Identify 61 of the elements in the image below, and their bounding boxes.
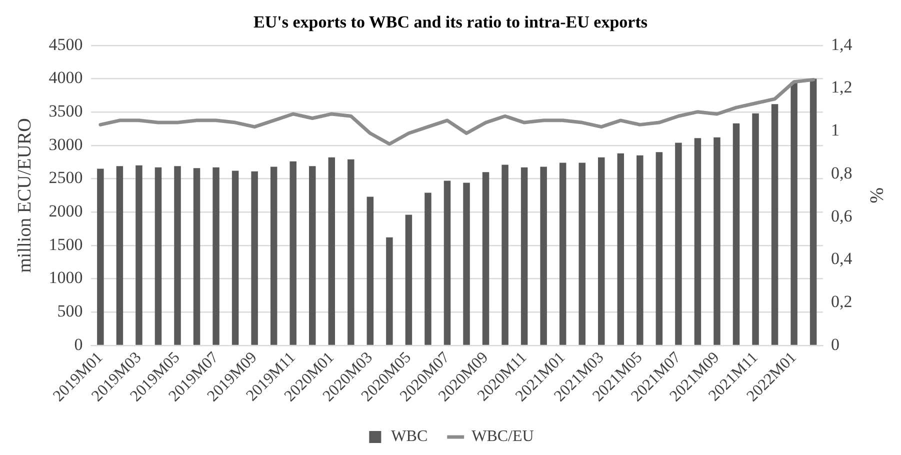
- bar: [598, 157, 605, 345]
- bar: [752, 113, 759, 345]
- bar: [154, 167, 162, 345]
- bar: [520, 167, 528, 345]
- bar: [675, 142, 682, 345]
- bar: [193, 168, 200, 345]
- bar: [463, 182, 470, 345]
- bar: [810, 78, 817, 345]
- bar: [212, 167, 220, 345]
- y2-tick-label: 1,2: [830, 78, 852, 97]
- bar: [424, 192, 432, 345]
- y-tick-label: 0: [74, 334, 83, 354]
- bar: [578, 162, 586, 345]
- bar: [232, 170, 239, 345]
- bar: [251, 171, 258, 345]
- y2-tick-label: 0: [830, 334, 840, 354]
- y-tick-label: 3500: [48, 102, 83, 121]
- bar: [502, 164, 508, 345]
- bar: [540, 166, 547, 345]
- y2-tick-label: 1: [830, 120, 840, 140]
- bar: [444, 180, 451, 345]
- y-tick-label: 2000: [48, 202, 83, 221]
- y-tick-label: 4500: [48, 34, 83, 54]
- bar: [559, 162, 566, 345]
- bar: [714, 137, 720, 345]
- y-tick-label: 4000: [48, 68, 83, 88]
- bar: [309, 166, 316, 345]
- bar: [366, 196, 374, 345]
- bar: [771, 104, 778, 345]
- bar: [405, 214, 412, 345]
- y2-tick-label: 0,2: [830, 292, 852, 312]
- y2-tick-label: 0,4: [830, 249, 853, 268]
- y2-tick-label: 0,6: [830, 206, 852, 226]
- bar: [97, 168, 104, 345]
- y-tick-label: 3000: [48, 134, 83, 154]
- y-tick-label: 1000: [48, 268, 83, 288]
- bar: [694, 138, 702, 345]
- chart-title: EU's exports to WBC and its ratio to intra-EU exports: [254, 12, 648, 32]
- y2-tick-label: 0,8: [830, 163, 852, 182]
- legend-label: WBC/EU: [472, 428, 534, 446]
- bar: [732, 123, 740, 345]
- bar: [136, 165, 142, 345]
- bar: [386, 237, 393, 345]
- bar: [328, 157, 336, 345]
- y-tick-label: 2500: [48, 168, 83, 188]
- y2-tick-label: 1,4: [830, 34, 853, 54]
- bar: [636, 155, 644, 345]
- bar: [348, 159, 354, 345]
- bar: [790, 82, 798, 345]
- bar: [617, 153, 624, 345]
- y-axis-title: million ECU/EURO: [14, 118, 36, 273]
- y-tick-label: 500: [57, 302, 83, 321]
- legend-label: WBC: [391, 428, 428, 446]
- bar: [116, 166, 124, 345]
- bar: [290, 161, 296, 345]
- bar: [174, 166, 181, 345]
- bar: [482, 172, 490, 345]
- bar: [270, 166, 278, 345]
- y-tick-label: 1500: [48, 234, 83, 254]
- y2-axis-title: %: [866, 187, 887, 204]
- bar: [656, 152, 663, 345]
